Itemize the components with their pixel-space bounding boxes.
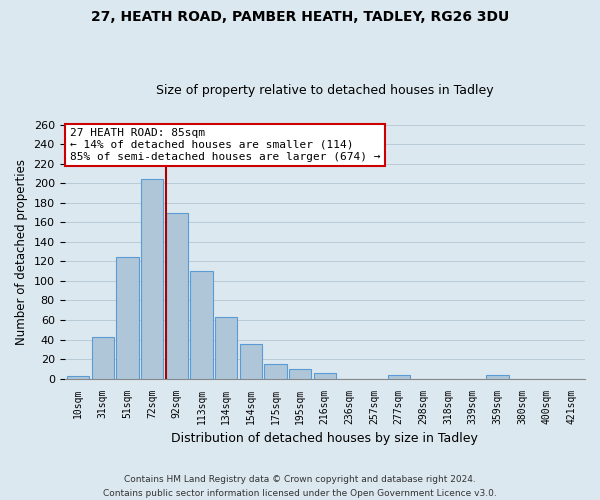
Bar	[141, 180, 163, 378]
Bar	[265, 364, 287, 378]
Text: Contains HM Land Registry data © Crown copyright and database right 2024.
Contai: Contains HM Land Registry data © Crown c…	[103, 476, 497, 498]
Bar	[92, 336, 114, 378]
Bar	[215, 317, 237, 378]
Text: 27 HEATH ROAD: 85sqm
← 14% of detached houses are smaller (114)
85% of semi-deta: 27 HEATH ROAD: 85sqm ← 14% of detached h…	[70, 128, 380, 162]
Bar	[166, 212, 188, 378]
Bar	[314, 373, 336, 378]
Bar	[116, 256, 139, 378]
Y-axis label: Number of detached properties: Number of detached properties	[15, 158, 28, 344]
Bar	[388, 375, 410, 378]
Title: Size of property relative to detached houses in Tadley: Size of property relative to detached ho…	[156, 84, 494, 97]
Bar	[190, 271, 212, 378]
Bar	[239, 344, 262, 378]
X-axis label: Distribution of detached houses by size in Tadley: Distribution of detached houses by size …	[172, 432, 478, 445]
Bar	[289, 369, 311, 378]
Text: 27, HEATH ROAD, PAMBER HEATH, TADLEY, RG26 3DU: 27, HEATH ROAD, PAMBER HEATH, TADLEY, RG…	[91, 10, 509, 24]
Bar	[67, 376, 89, 378]
Bar	[487, 375, 509, 378]
